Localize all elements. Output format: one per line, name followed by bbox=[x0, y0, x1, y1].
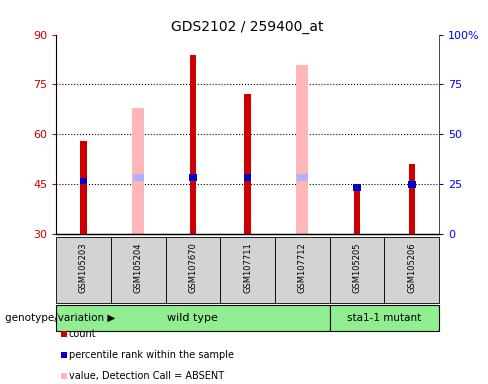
Text: GSM107712: GSM107712 bbox=[298, 243, 307, 293]
Bar bbox=[297, 174, 308, 181]
Bar bbox=[189, 174, 197, 181]
Bar bbox=[354, 188, 361, 234]
Text: GSM105206: GSM105206 bbox=[407, 243, 416, 293]
Bar bbox=[353, 184, 361, 191]
Bar bbox=[132, 108, 144, 234]
Bar bbox=[56, 237, 111, 303]
Bar bbox=[220, 237, 275, 303]
Bar bbox=[111, 237, 165, 303]
Bar bbox=[190, 55, 196, 234]
Text: GSM107711: GSM107711 bbox=[243, 243, 252, 293]
Bar bbox=[244, 94, 251, 234]
Bar bbox=[408, 181, 416, 188]
Text: count: count bbox=[69, 329, 97, 339]
Text: sta1-1 mutant: sta1-1 mutant bbox=[347, 313, 422, 323]
Text: GSM105203: GSM105203 bbox=[79, 243, 88, 293]
Title: GDS2102 / 259400_at: GDS2102 / 259400_at bbox=[171, 20, 324, 33]
Text: percentile rank within the sample: percentile rank within the sample bbox=[69, 350, 234, 360]
Bar bbox=[408, 164, 415, 234]
Bar bbox=[330, 237, 385, 303]
Bar bbox=[244, 174, 251, 181]
Text: GSM105205: GSM105205 bbox=[353, 243, 362, 293]
Bar bbox=[80, 141, 87, 234]
Bar bbox=[385, 237, 439, 303]
Bar bbox=[80, 178, 87, 184]
Bar bbox=[56, 305, 330, 331]
Text: genotype/variation ▶: genotype/variation ▶ bbox=[5, 313, 115, 323]
Text: value, Detection Call = ABSENT: value, Detection Call = ABSENT bbox=[69, 371, 224, 381]
Text: GSM107670: GSM107670 bbox=[188, 243, 198, 293]
Bar bbox=[330, 305, 439, 331]
Text: wild type: wild type bbox=[167, 313, 218, 323]
Bar bbox=[133, 174, 143, 181]
Bar bbox=[165, 237, 220, 303]
Text: GSM105204: GSM105204 bbox=[134, 243, 142, 293]
Bar bbox=[296, 65, 308, 234]
Bar bbox=[275, 237, 330, 303]
